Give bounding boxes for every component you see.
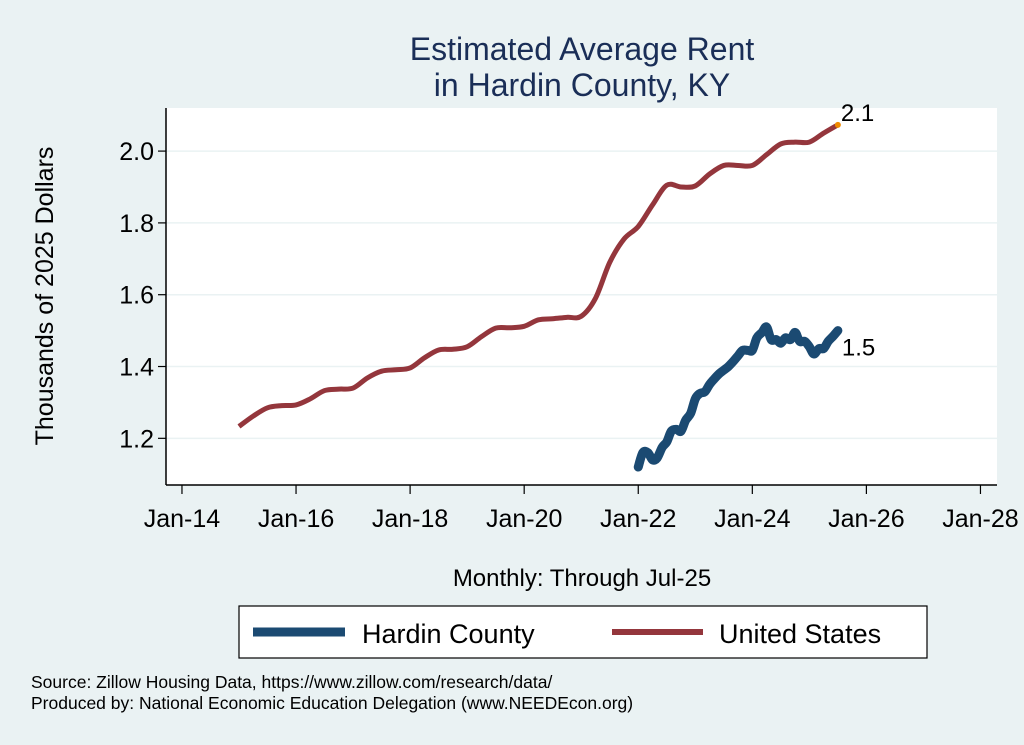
series-layer — [237, 121, 843, 472]
x-axis-title: Monthly: Through Jul-25 — [453, 565, 711, 592]
y-tick-label: 1.4 — [119, 354, 154, 382]
end-marker-united-states — [834, 121, 841, 128]
y-tick-label: 1.2 — [119, 425, 154, 453]
y-tick-label: 1.6 — [119, 282, 154, 310]
end-label-united-states: 2.1 — [841, 100, 874, 127]
series-line-hardin-county — [633, 322, 843, 472]
x-tick-label: Jan-18 — [372, 505, 448, 533]
x-tick-label: Jan-20 — [486, 505, 562, 533]
y-tick-label: 2.0 — [119, 138, 154, 166]
chart-title-line-1: Estimated Average Rent — [410, 31, 755, 67]
gridlines — [166, 150, 997, 440]
y-axis-title: Thousands of 2025 Dollars — [31, 147, 59, 446]
source-note: Source: Zillow Housing Data, https://www… — [31, 672, 552, 692]
x-tick-label: Jan-24 — [714, 505, 791, 533]
end-label-hardin-county: 1.5 — [842, 335, 875, 362]
plot-area — [166, 108, 997, 485]
y-ticks: 1.2 1.4 1.6 1.8 2.0 — [119, 138, 166, 453]
legend-label-united-states: United States — [719, 619, 881, 649]
y-tick-label: 1.8 — [119, 210, 154, 238]
x-tick-label: Jan-28 — [942, 505, 1018, 533]
producer-note: Produced by: National Economic Education… — [31, 693, 633, 713]
legend-box — [238, 605, 928, 659]
x-tick-label: Jan-26 — [828, 505, 904, 533]
x-tick-label: Jan-16 — [258, 505, 334, 533]
legend-label-hardin-county: Hardin County — [362, 619, 535, 649]
series-line-united-states — [237, 122, 840, 429]
legend: Hardin County United States — [238, 605, 928, 659]
x-ticks: Jan-14 Jan-16 Jan-18 Jan-20 Jan-22 Jan-24 Jan-… — [144, 485, 1019, 533]
x-tick-label: Jan-22 — [600, 505, 676, 533]
chart-title-line-2: in Hardin County, KY — [434, 67, 730, 103]
x-tick-label: Jan-14 — [144, 505, 221, 533]
